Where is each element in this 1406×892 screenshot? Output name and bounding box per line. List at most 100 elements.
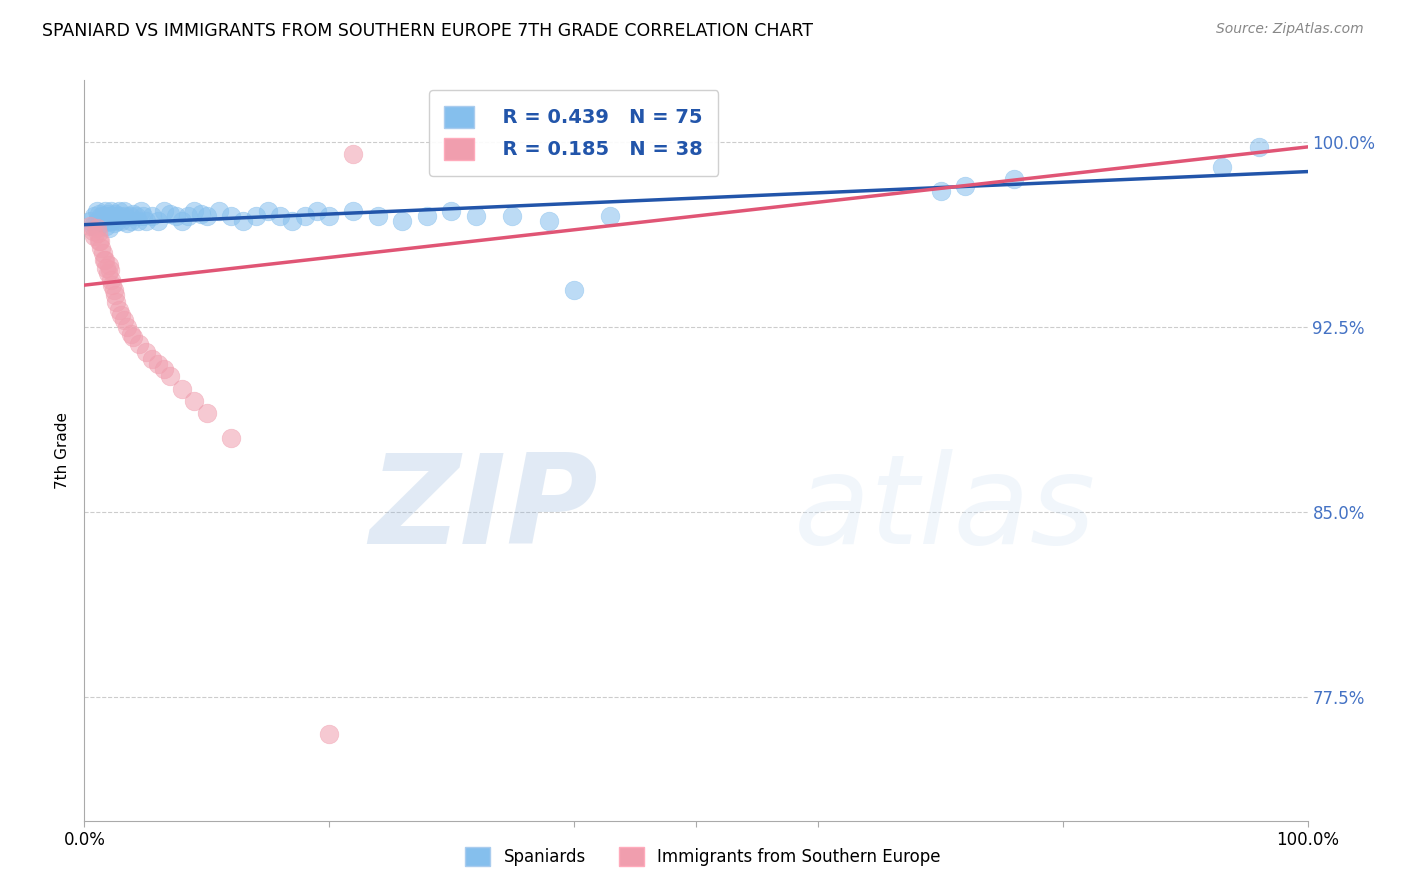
Point	[153, 204, 176, 219]
Point	[132, 209, 155, 223]
Point	[538, 214, 561, 228]
Point	[107, 204, 129, 219]
Point	[125, 209, 148, 223]
Point	[96, 219, 118, 233]
Point	[97, 258, 120, 272]
Point	[105, 209, 128, 223]
Point	[93, 253, 115, 268]
Point	[232, 214, 254, 228]
Point	[82, 224, 104, 238]
Point	[120, 214, 142, 228]
Point	[1002, 172, 1025, 186]
Point	[153, 362, 176, 376]
Point	[257, 204, 280, 219]
Point	[416, 209, 439, 223]
Point	[96, 209, 118, 223]
Point	[141, 352, 163, 367]
Point	[107, 302, 129, 317]
Point	[183, 204, 205, 219]
Point	[128, 337, 150, 351]
Point	[86, 204, 108, 219]
Point	[79, 214, 101, 228]
Point	[104, 211, 127, 226]
Legend:   R = 0.439   N = 75,   R = 0.185   N = 38: R = 0.439 N = 75, R = 0.185 N = 38	[429, 90, 718, 176]
Point	[929, 184, 952, 198]
Point	[183, 394, 205, 409]
Point	[127, 214, 149, 228]
Point	[91, 216, 114, 230]
Point	[103, 283, 125, 297]
Point	[318, 727, 340, 741]
Point	[97, 221, 120, 235]
Point	[391, 214, 413, 228]
Point	[101, 209, 124, 223]
Legend: Spaniards, Immigrants from Southern Europe: Spaniards, Immigrants from Southern Euro…	[457, 838, 949, 875]
Point	[172, 214, 194, 228]
Point	[114, 209, 136, 223]
Point	[94, 253, 117, 268]
Point	[464, 209, 486, 223]
Point	[97, 214, 120, 228]
Point	[100, 214, 122, 228]
Point	[83, 228, 105, 243]
Point	[87, 206, 110, 220]
Text: atlas: atlas	[794, 450, 1095, 570]
Point	[208, 204, 231, 219]
Point	[190, 206, 212, 220]
Point	[367, 209, 389, 223]
Point	[87, 234, 110, 248]
Point	[93, 211, 115, 226]
Point	[146, 214, 169, 228]
Point	[1247, 140, 1270, 154]
Point	[1211, 160, 1233, 174]
Point	[318, 209, 340, 223]
Point	[108, 209, 131, 223]
Point	[953, 179, 976, 194]
Point	[440, 204, 463, 219]
Point	[96, 260, 118, 275]
Point	[104, 206, 127, 220]
Point	[89, 234, 111, 248]
Point	[103, 216, 125, 230]
Point	[104, 288, 127, 302]
Point	[195, 209, 218, 223]
Point	[101, 278, 124, 293]
Point	[112, 204, 135, 219]
Point	[120, 327, 142, 342]
Point	[90, 241, 112, 255]
Y-axis label: 7th Grade: 7th Grade	[55, 412, 70, 489]
Point	[94, 204, 117, 219]
Point	[159, 206, 181, 220]
Point	[110, 308, 132, 322]
Point	[110, 214, 132, 228]
Point	[219, 431, 242, 445]
Point	[502, 209, 524, 223]
Point	[135, 214, 157, 228]
Text: ZIP: ZIP	[370, 450, 598, 570]
Point	[122, 330, 145, 344]
Point	[83, 209, 105, 223]
Point	[100, 204, 122, 219]
Point	[91, 209, 114, 223]
Point	[159, 369, 181, 384]
Point	[112, 312, 135, 326]
Point	[281, 214, 304, 228]
Point	[98, 263, 121, 277]
Text: SPANIARD VS IMMIGRANTS FROM SOUTHERN EUROPE 7TH GRADE CORRELATION CHART: SPANIARD VS IMMIGRANTS FROM SOUTHERN EUR…	[42, 22, 813, 40]
Point	[87, 227, 110, 241]
Point	[86, 214, 108, 228]
Point	[172, 382, 194, 396]
Point	[305, 204, 328, 219]
Point	[294, 209, 316, 223]
Point	[129, 204, 152, 219]
Point	[342, 204, 364, 219]
Point	[146, 357, 169, 371]
Point	[98, 209, 121, 223]
Point	[86, 221, 108, 235]
Point	[115, 216, 138, 230]
Point	[599, 209, 621, 223]
Point	[97, 206, 120, 220]
Point	[141, 209, 163, 223]
Point	[100, 273, 122, 287]
Point	[135, 344, 157, 359]
